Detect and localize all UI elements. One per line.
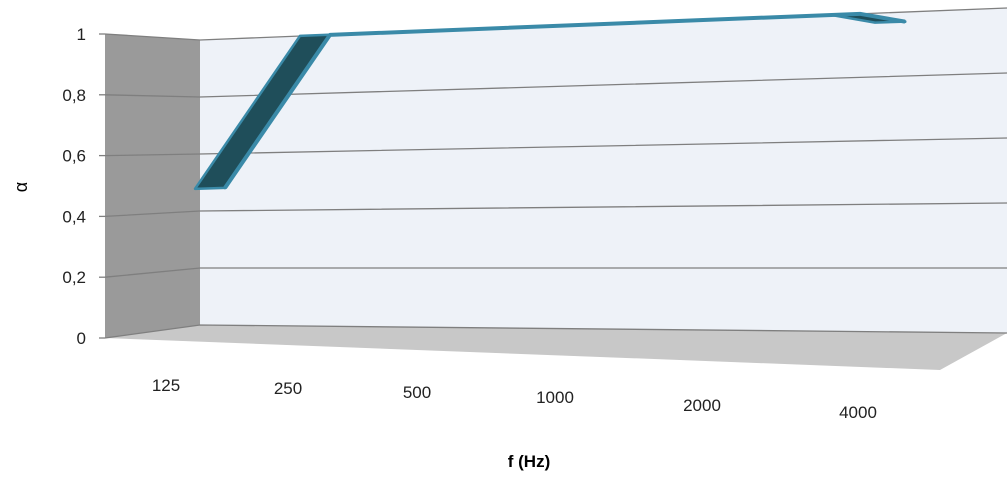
gridline [104, 137, 1007, 157]
y-tick-label: 0 [77, 329, 86, 348]
floor [105, 325, 1007, 370]
series-point [903, 20, 907, 24]
x-tick-label: 4000 [839, 403, 877, 422]
x-axis-title: f (Hz) [508, 452, 550, 471]
back-wall [200, 8, 1007, 333]
series-point [858, 12, 862, 16]
x-tick-label: 500 [403, 383, 431, 402]
y-tick-label: 1 [77, 25, 86, 44]
series-line [223, 11, 906, 189]
y-axis-title: α [11, 182, 31, 192]
x-tick-label: 1000 [536, 388, 574, 407]
series-point [498, 26, 502, 30]
x-tick-label: 125 [152, 376, 180, 395]
series-point [328, 33, 332, 37]
x-tick-labels: 125 250 500 1000 2000 4000 [152, 376, 877, 422]
gridline [104, 267, 1007, 278]
gridline [104, 324, 1007, 339]
y-tick-label: 0,6 [62, 147, 86, 166]
series-point [223, 186, 227, 190]
y-tick-label: 0,8 [62, 86, 86, 105]
gridlines [104, 7, 1007, 339]
x-tick-label: 2000 [683, 396, 721, 415]
y-tick-label: 0,2 [62, 268, 86, 287]
x-tick-label: 250 [274, 379, 302, 398]
gridline [104, 202, 1007, 218]
gridline [104, 72, 1007, 98]
series-area [193, 11, 907, 191]
y-tick-labels: 0 0,2 0,4 0,6 0,8 1 [62, 25, 105, 348]
series-point [698, 18, 702, 22]
y-tick-label: 0,4 [62, 207, 86, 226]
side-wall [105, 34, 200, 338]
